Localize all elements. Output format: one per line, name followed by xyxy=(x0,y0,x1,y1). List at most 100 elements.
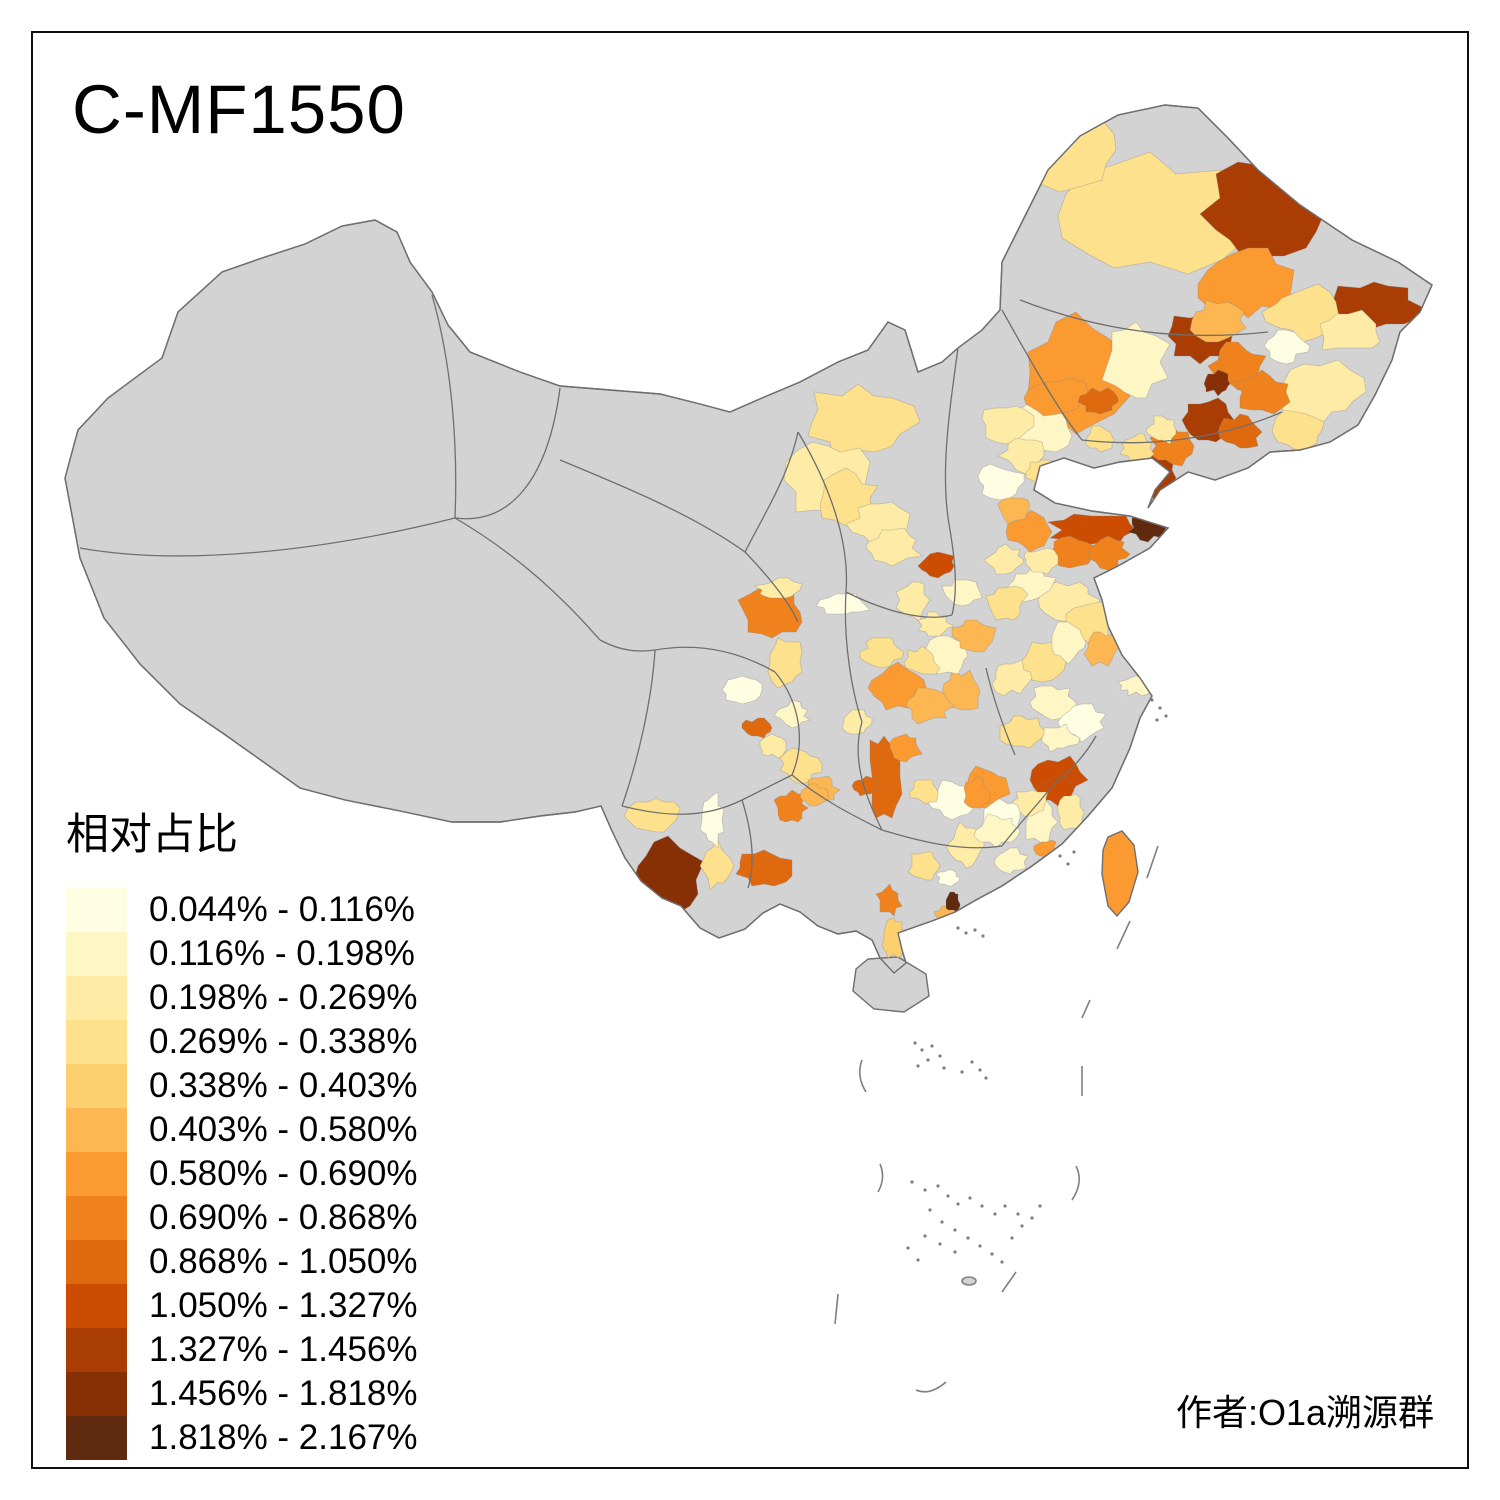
prefecture-region xyxy=(999,715,1047,749)
prefecture-region xyxy=(905,687,955,725)
prefecture-region xyxy=(721,675,763,705)
prefecture-region xyxy=(1203,369,1231,397)
island-dot xyxy=(973,928,977,932)
legend-swatch xyxy=(66,1372,127,1416)
legend-row: 0.198% - 0.269% xyxy=(66,976,418,1020)
island-dot xyxy=(960,1070,964,1074)
prefecture-region xyxy=(773,789,809,823)
taiwan-island xyxy=(1101,830,1139,918)
island-dot xyxy=(978,1068,982,1072)
island-dot xyxy=(966,1236,970,1240)
legend-swatch xyxy=(66,1328,127,1372)
prefecture-region xyxy=(767,637,803,689)
island-dot xyxy=(993,1212,997,1216)
coastline-outline xyxy=(64,104,1433,974)
prefecture-region xyxy=(699,791,725,849)
prefecture-region xyxy=(799,783,829,807)
island-dot xyxy=(1030,1216,1034,1220)
island-dot xyxy=(930,1044,934,1048)
legend-row: 1.456% - 1.818% xyxy=(66,1372,418,1416)
prefecture-region xyxy=(1233,369,1291,415)
island-dot xyxy=(923,1234,927,1238)
legend-row: 0.580% - 0.690% xyxy=(66,1152,418,1196)
prefecture-region xyxy=(815,593,871,615)
legend-swatch xyxy=(66,888,127,932)
prefecture-region xyxy=(1023,547,1059,575)
legend-row: 0.868% - 1.050% xyxy=(66,1240,418,1284)
prefecture-region xyxy=(773,699,811,729)
prefecture-region xyxy=(1189,299,1247,343)
prefecture-region xyxy=(881,917,905,959)
prefecture-region xyxy=(991,659,1033,697)
legend-label: 0.403% - 0.580% xyxy=(149,1110,418,1149)
prefecture-region xyxy=(917,551,955,579)
legend-swatch xyxy=(66,1064,127,1108)
island-dot xyxy=(906,1246,910,1250)
prefecture-region xyxy=(1083,631,1119,667)
island-dot xyxy=(981,934,985,938)
island-dot xyxy=(968,1196,972,1200)
prefecture-region xyxy=(1005,509,1053,553)
legend-swatch xyxy=(66,1108,127,1152)
prefecture-region xyxy=(903,645,941,675)
island-dot xyxy=(953,1228,957,1232)
island-dot xyxy=(1010,1236,1014,1240)
legend-swatch xyxy=(66,976,127,1020)
prefecture-region xyxy=(875,883,903,917)
legend-label: 1.818% - 2.167% xyxy=(149,1418,418,1457)
island-dot xyxy=(938,1054,942,1058)
prefecture-region xyxy=(807,383,921,463)
prefecture-region xyxy=(909,779,939,805)
prefecture-region xyxy=(1217,413,1263,449)
island-dot xyxy=(940,1220,944,1224)
sea-island xyxy=(961,1276,977,1286)
island-dot xyxy=(1164,714,1168,718)
island-dot xyxy=(1020,1224,1024,1228)
attribution-text: 作者:O1a溯源群 xyxy=(1175,1392,1434,1433)
prefecture-region xyxy=(759,733,787,759)
island-dot xyxy=(980,1204,984,1208)
island-dot xyxy=(913,1041,917,1045)
legend-swatch xyxy=(66,1152,127,1196)
sea-island-dots xyxy=(906,698,1168,1264)
island-dot xyxy=(928,1208,932,1212)
prefecture-region xyxy=(851,775,879,797)
island-dot xyxy=(946,1194,950,1198)
prefecture-region xyxy=(1101,321,1171,399)
prefecture-region xyxy=(1011,789,1049,817)
island-dot xyxy=(1066,862,1070,866)
legend-swatch xyxy=(66,1284,127,1328)
prefecture-region xyxy=(1197,247,1295,319)
island-dot xyxy=(1155,718,1159,722)
legend-label: 0.338% - 0.403% xyxy=(149,1066,418,1105)
legend-label: 0.116% - 0.198% xyxy=(149,934,415,973)
prefecture-region xyxy=(985,585,1029,621)
island-dot xyxy=(990,1252,994,1256)
prefecture-region xyxy=(623,797,681,833)
island-dot xyxy=(956,926,960,930)
page-title: C-MF1550 xyxy=(72,71,406,148)
island-dot xyxy=(938,1242,942,1246)
prefecture-region xyxy=(993,847,1029,875)
legend-swatch xyxy=(66,1020,127,1064)
legend-row: 0.116% - 0.198% xyxy=(66,932,418,976)
island-dot xyxy=(984,1076,988,1080)
prefecture-region xyxy=(1077,387,1119,415)
legend-label: 0.198% - 0.269% xyxy=(149,978,418,1017)
island-dot xyxy=(926,1058,930,1062)
legend-label: 1.456% - 1.818% xyxy=(149,1374,418,1413)
island-dot xyxy=(1158,706,1162,710)
province-boundaries xyxy=(79,294,1283,889)
legend-rows: 0.044% - 0.116% 0.116% - 0.198% 0.198% - 0… xyxy=(66,888,418,1460)
legend-swatch xyxy=(66,932,127,976)
island-dot xyxy=(978,1244,982,1248)
prefecture-region xyxy=(917,611,956,637)
legend-row: 0.403% - 0.580% xyxy=(66,1108,418,1152)
legend-swatch xyxy=(66,1416,127,1460)
prefecture-region xyxy=(752,577,803,599)
prefecture-region xyxy=(1263,329,1311,365)
prefecture-region xyxy=(841,709,873,735)
island-dot xyxy=(920,1048,924,1052)
legend-row: 1.818% - 2.167% xyxy=(66,1416,418,1460)
